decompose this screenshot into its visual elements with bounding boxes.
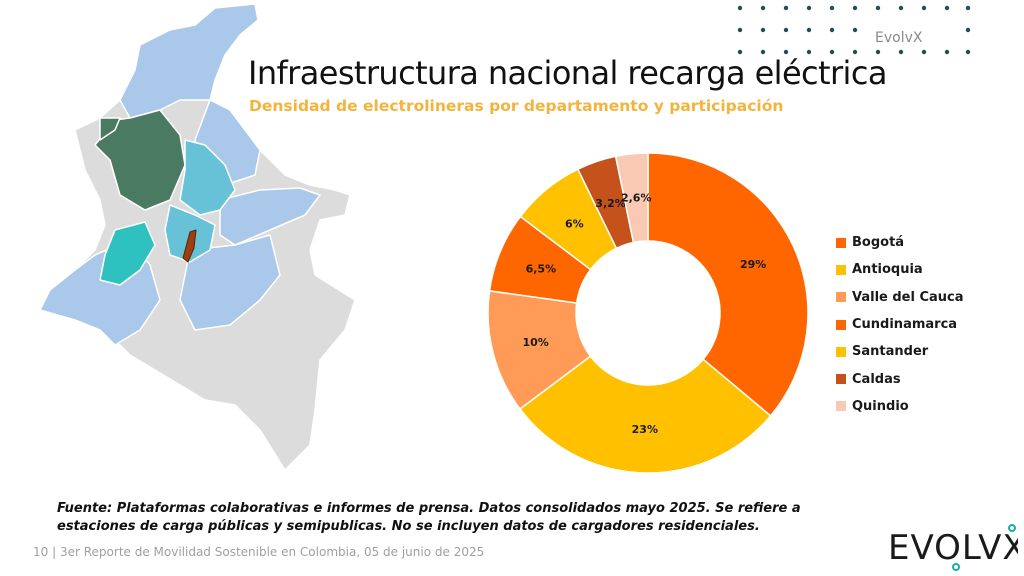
legend-swatch	[836, 237, 846, 248]
map-antioquia	[94, 109, 186, 211]
legend-label: Caldas	[852, 371, 901, 387]
legend-item: Cundinamarca	[836, 311, 964, 338]
donut-slice-bogotá	[647, 152, 809, 417]
legend-swatch	[836, 264, 846, 275]
source-note: Fuente: Plataformas colaborativas e info…	[57, 501, 801, 534]
donut-data-label: 3,2%	[595, 197, 626, 210]
legend-swatch	[836, 292, 846, 303]
footer-separator: |	[52, 545, 57, 559]
legend-label: Quindio	[852, 398, 909, 414]
legend-swatch	[836, 401, 846, 412]
logo-node-icon	[952, 563, 960, 571]
map-orinoquia-departments	[219, 187, 321, 246]
legend-label: Santander	[852, 344, 929, 360]
chart-legend: Bogotá Antioquia Valle del Cauca Cundina…	[836, 229, 964, 420]
legend-label: Valle del Cauca	[852, 289, 964, 305]
map-santander	[179, 139, 236, 216]
footer: 10 | 3er Reporte de Movilidad Sostenible…	[33, 545, 484, 559]
legend-item: Antioquia	[836, 256, 964, 283]
legend-label: Antioquia	[852, 262, 923, 278]
donut-data-label: 2,6%	[621, 192, 652, 205]
participation-donut-chart: 29% 23% 10% 6,5% 6% 3,2%2,6%	[487, 152, 809, 474]
donut-slice-antioquia	[518, 355, 772, 474]
legend-swatch	[836, 374, 846, 385]
legend-swatch	[836, 319, 846, 330]
legend-label: Cundinamarca	[852, 317, 958, 333]
map-meta-department	[179, 234, 281, 331]
legend-item: Bogotá	[836, 229, 964, 256]
logo-node-icon	[1008, 524, 1016, 532]
legend-item: Caldas	[836, 365, 964, 392]
evolvx-logo: EVOLVX	[888, 524, 1018, 571]
donut-data-label: 6,5%	[526, 263, 557, 276]
logo-text: EVOLVX	[888, 528, 1018, 568]
page-subtitle: Densidad de electrolineras por departame…	[249, 97, 784, 115]
page-title: Infraestructura nacional recarga eléctri…	[248, 54, 887, 92]
donut-data-label: 23%	[632, 423, 658, 436]
donut-data-label: 6%	[565, 217, 584, 230]
map-bogota	[182, 229, 197, 263]
donut-slice-quindio	[614, 152, 649, 244]
footer-text: 3er Reporte de Movilidad Sostenible en C…	[59, 545, 485, 559]
colombia-department-map	[39, 3, 356, 471]
map-valle-del-cauca	[99, 221, 156, 286]
map-caribbean-departments	[119, 3, 259, 119]
legend-label: Bogotá	[852, 235, 905, 251]
legend-item: Santander	[836, 338, 964, 365]
legend-swatch	[836, 346, 846, 357]
donut-data-label: 29%	[740, 258, 766, 271]
dot-grid-decoration	[737, 5, 971, 55]
brand-top-label: EvolvX	[875, 30, 923, 46]
legend-item: Valle del Cauca	[836, 284, 964, 311]
donut-data-label: 10%	[523, 336, 549, 349]
map-choco-north	[99, 117, 121, 141]
page-number: 10	[33, 545, 49, 559]
legend-item: Quindio	[836, 393, 964, 420]
